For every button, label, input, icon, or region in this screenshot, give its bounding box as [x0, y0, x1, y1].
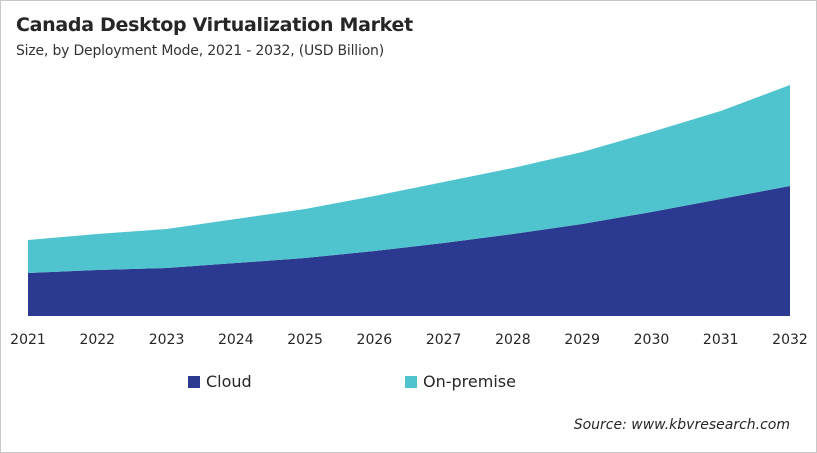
legend-label-cloud: Cloud	[206, 372, 252, 391]
x-tick-label: 2029	[564, 332, 600, 348]
x-tick-label: 2030	[634, 332, 670, 348]
legend-item-on-premise: On-premise	[405, 372, 516, 391]
area-series-cloud	[28, 186, 790, 316]
x-tick-label: 2022	[79, 332, 115, 348]
x-tick-label: 2025	[287, 332, 323, 348]
area-series-on-premise	[28, 85, 790, 273]
legend-swatch-cloud	[188, 375, 200, 388]
chart-title: Canada Desktop Virtualization Market	[16, 14, 413, 36]
x-tick-label: 2031	[703, 332, 739, 348]
x-tick-label: 2024	[218, 332, 254, 348]
chart-subtitle: Size, by Deployment Mode, 2021 - 2032, (…	[16, 43, 384, 59]
legend-swatch-on-premise	[405, 375, 417, 388]
x-tick-label: 2027	[426, 332, 462, 348]
x-tick-label: 2026	[357, 332, 393, 348]
legend-label-on-premise: On-premise	[423, 372, 516, 391]
x-tick-label: 2021	[10, 332, 46, 348]
x-tick-label: 2028	[495, 332, 531, 348]
x-tick-label: 2032	[772, 332, 808, 348]
source-note: Source: www.kbvresearch.com	[573, 417, 790, 433]
legend-item-cloud: Cloud	[188, 372, 252, 391]
x-tick-label: 2023	[149, 332, 185, 348]
